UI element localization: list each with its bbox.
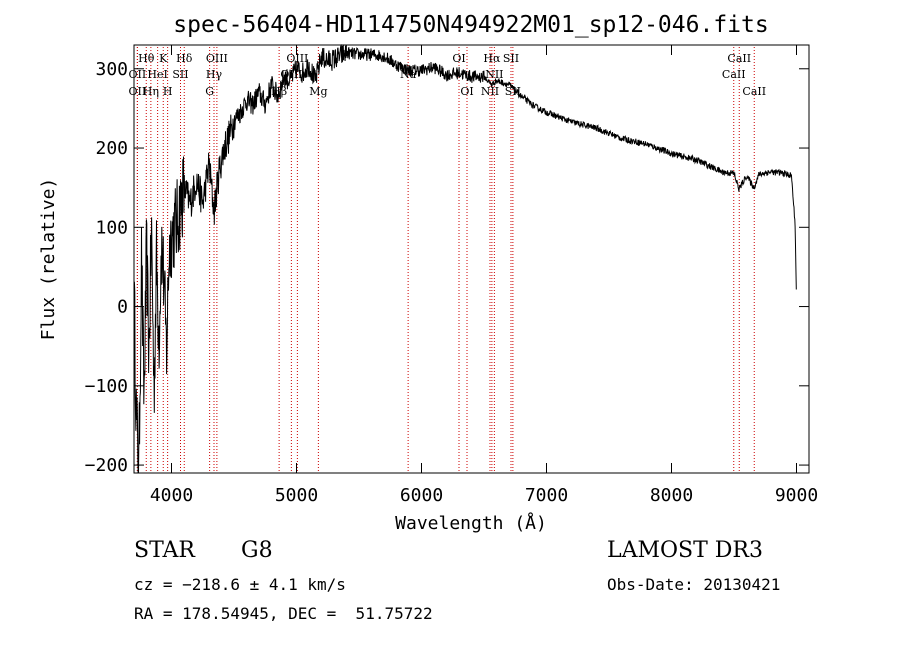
line-marker-label: OIII (280, 68, 302, 81)
line-marker-label: SII (505, 85, 521, 98)
y-tick-label: 200 (95, 138, 128, 159)
line-marker-label: Hγ (206, 68, 223, 81)
line-marker-label: SII (172, 68, 188, 81)
spectrum-series (133, 43, 797, 474)
x-tick-label: 9000 (775, 485, 818, 506)
line-marker-label: Hη (143, 85, 159, 98)
x-tick-label: 4000 (150, 485, 193, 506)
line-marker-label: K (159, 52, 168, 65)
object-subclass: G8 (241, 538, 273, 563)
axes: 4000 5000 6000 7000 8000 9000 −200 −100 0 100 200 3… (85, 45, 818, 506)
line-marker-label: Mg (309, 85, 327, 98)
spectrum-line (133, 43, 797, 474)
emission-line-markers (136, 47, 755, 473)
line-marker-label: OI (460, 85, 473, 98)
line-marker-label: OII (129, 85, 147, 98)
line-marker-label: Hθ (138, 52, 155, 65)
line-marker-label: OIII (286, 52, 308, 65)
survey-name: LAMOST DR3 (607, 538, 763, 563)
line-marker-label: Hβ (271, 85, 287, 98)
object-class: STAR (134, 538, 195, 563)
y-tick-label: 300 (95, 59, 128, 80)
y-tick-label: 0 (117, 297, 128, 318)
line-marker-label: NII (481, 85, 499, 98)
y-tick-label: −100 (85, 376, 128, 397)
line-marker-label: CaII (742, 85, 766, 98)
line-marker-label: H (163, 85, 173, 98)
line-marker-label: SII (503, 52, 519, 65)
plot-frame (133, 44, 810, 474)
line-marker-label: Hα (483, 52, 501, 65)
line-marker-label: Hδ (176, 52, 193, 65)
line-marker-label: HeI (147, 68, 167, 81)
redshift-readout: cz = −218.6 ± 4.1 km/s (134, 575, 346, 594)
line-marker-label: OII (129, 68, 147, 81)
y-tick-label: 100 (95, 217, 128, 238)
y-axis-label: Flux (relative) (38, 178, 59, 341)
line-marker-label: OIII (206, 52, 228, 65)
x-tick-label: 8000 (650, 485, 693, 506)
x-tick-label: 6000 (400, 485, 443, 506)
line-marker-label: OI (452, 52, 465, 65)
line-marker-label: CaII (722, 68, 746, 81)
x-tick-label: 7000 (525, 485, 568, 506)
line-marker-label: Na (400, 68, 417, 81)
x-axis-label: Wavelength (Å) (395, 512, 547, 534)
y-tick-label: −200 (85, 455, 128, 476)
coordinates-readout: RA = 178.54945, DEC = 51.75722 (134, 604, 433, 623)
observation-date: Obs-Date: 20130421 (607, 575, 781, 594)
line-marker-label: G (205, 85, 214, 98)
line-marker-label: CaII (727, 52, 751, 65)
chart-title: spec-56404-HD114750N494922M01_sp12-046.f… (173, 12, 768, 38)
x-tick-label: 5000 (275, 485, 318, 506)
line-marker-label: NII (485, 68, 503, 81)
